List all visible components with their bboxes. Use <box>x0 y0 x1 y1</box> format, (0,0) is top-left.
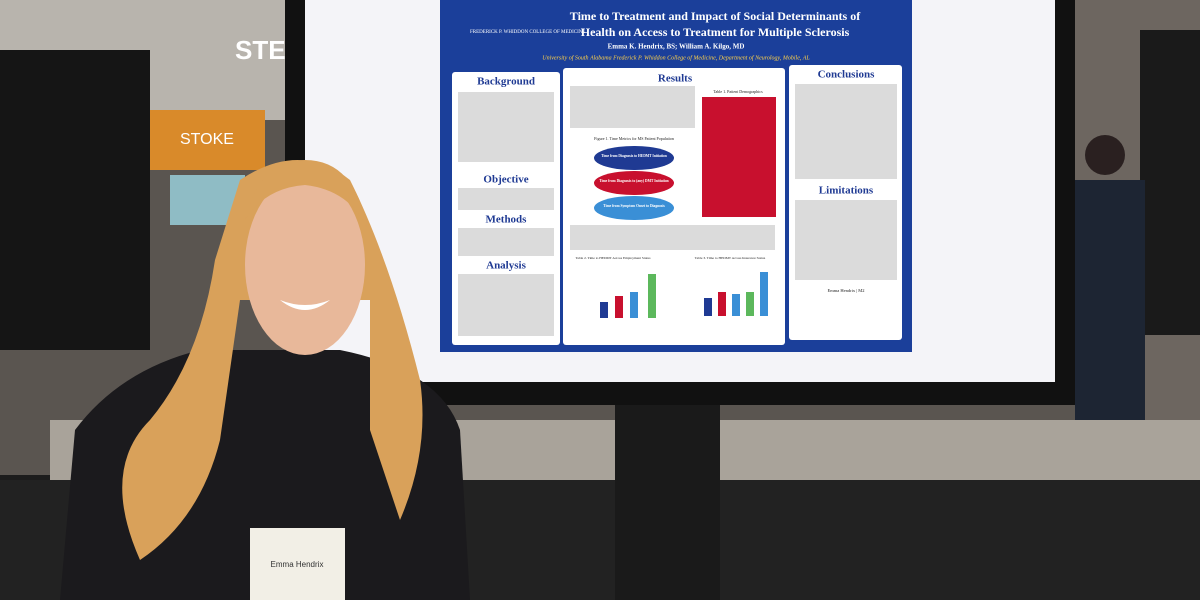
section-heading: Conclusions <box>818 69 876 81</box>
poster-authors: Emma K. Hendrix, BS; William A. Kilgo, M… <box>608 43 745 51</box>
section-heading: Limitations <box>819 185 874 197</box>
badge <box>250 528 345 600</box>
section-heading: Objective <box>483 174 528 186</box>
smile <box>280 300 330 310</box>
demographics-table <box>702 97 776 217</box>
badge-name: Emma Hendrix <box>271 560 324 569</box>
metric-label: Time from Diagnosis to HEDMT Initiation <box>601 154 667 158</box>
table-title: Table 1. Patient Demographics <box>713 89 763 94</box>
poster-title: Time to Treatment and Impact of Social D… <box>570 9 861 23</box>
metric-label: Time from Symptom Onset to Diagnosis <box>603 204 665 208</box>
hair-top <box>245 160 368 230</box>
chart-title: Table 2. Time to HEDMT Across Employment… <box>576 256 652 260</box>
section-heading: Methods <box>486 214 528 226</box>
section-heading: Results <box>658 73 693 85</box>
poster-logo: FREDERICK P. WHIDDON COLLEGE OF MEDICINE <box>470 30 585 35</box>
sign-text: STE <box>235 35 286 65</box>
right-monitor <box>1140 30 1200 335</box>
contact: Emma Hendrix | M2 <box>827 288 864 293</box>
section-heading: Background <box>477 76 535 88</box>
metric-box <box>594 196 674 220</box>
metric-box <box>594 146 674 170</box>
figure-title: Figure 1. Time Metrics for MS Patient Po… <box>594 136 674 141</box>
column <box>789 65 902 340</box>
section-heading: Analysis <box>486 260 526 272</box>
mini-charts <box>600 272 768 318</box>
booth-sign <box>145 110 265 170</box>
left-monitor <box>0 50 150 350</box>
poster-affiliation: University of South Alabama Frederick P.… <box>542 54 810 61</box>
bystander <box>1075 180 1145 440</box>
body-text <box>458 84 897 336</box>
metric-box <box>594 171 674 195</box>
chart-title: Table 3. Time to HEDMT Across Insurance … <box>695 256 766 260</box>
stand <box>615 400 720 600</box>
bystander-head <box>1085 135 1125 175</box>
metric-label: Time from Diagnosis to (any) DMT Initiat… <box>599 179 668 183</box>
face <box>245 175 365 355</box>
booth-text: STOKE <box>180 131 234 148</box>
poster-title: Health on Access to Treatment for Multip… <box>581 25 850 39</box>
column <box>452 72 560 345</box>
